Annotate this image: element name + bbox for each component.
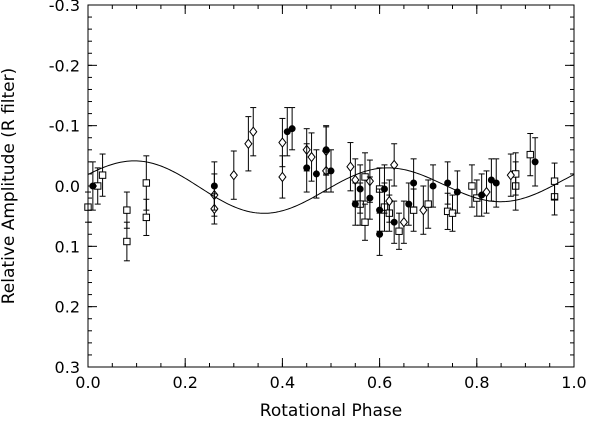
x-tick-label: 0.6 (367, 373, 392, 392)
y-tick-label: 0.1 (55, 237, 80, 256)
circle-marker (405, 200, 413, 208)
diamond-marker (385, 195, 394, 207)
circle-marker (492, 179, 500, 187)
circle-marker (487, 176, 495, 184)
circle-marker (531, 158, 539, 166)
circle-marker (429, 182, 437, 190)
square-marker (409, 206, 418, 214)
circle-marker (312, 170, 320, 178)
circle-marker (283, 128, 291, 136)
circle-marker (376, 206, 384, 214)
square-marker (395, 227, 403, 235)
diamond-marker (249, 126, 258, 138)
y-tick-label: 0.3 (55, 358, 80, 377)
diamond-marker (278, 137, 287, 148)
fit-curve (87, 160, 575, 214)
y-tick-label: -0.2 (49, 56, 80, 75)
square-marker (424, 200, 432, 208)
x-axis-label: Rotational Phase (260, 401, 402, 421)
diamond-marker (278, 171, 287, 183)
square-marker (468, 182, 476, 190)
square-marker (142, 213, 151, 222)
diamond-marker (346, 161, 355, 173)
square-marker (98, 171, 107, 179)
circle-marker (210, 182, 218, 190)
x-tick-label: 0.0 (75, 373, 100, 392)
x-tick-label: 0.8 (464, 373, 489, 392)
y-axis-label: Relative Amplitude (R filter) (0, 68, 19, 305)
x-tick-label: 0.4 (270, 373, 295, 392)
circle-marker (356, 185, 364, 193)
circle-marker (327, 167, 335, 175)
circle-marker (288, 125, 296, 133)
square-marker (123, 206, 131, 214)
diamond-marker (229, 169, 238, 181)
circle-marker (366, 194, 374, 202)
diamond-marker (419, 204, 428, 216)
circle-marker (376, 230, 384, 238)
diamond-marker (307, 151, 316, 163)
axes-layer: 0.0 0.2 0.4 0.6 0.8 1.0 0.3 0.2 0.1 0.0 -0.1 -0.2 -0… (49, 0, 587, 392)
y-tick-label: -0.1 (49, 117, 80, 136)
circle-marker (390, 218, 398, 226)
diamond-marker (390, 159, 399, 171)
square-marker (142, 179, 151, 187)
square-marker (361, 218, 369, 226)
diamond-marker (244, 138, 253, 150)
circle-marker (410, 179, 418, 187)
circle-marker (380, 185, 388, 193)
diamond-marker (399, 216, 409, 228)
circle-marker (303, 164, 311, 172)
x-tick-label: 1.0 (561, 373, 586, 392)
data-layer (84, 107, 559, 262)
y-tick-label: 0.0 (55, 177, 80, 196)
circle-marker (478, 191, 486, 199)
diamond-marker (506, 169, 515, 181)
square-marker (123, 237, 131, 246)
y-tick-label: -0.3 (49, 0, 80, 15)
circle-marker (351, 200, 359, 208)
x-tick-label: 0.2 (172, 373, 197, 392)
y-tick-label: 0.2 (55, 298, 80, 317)
square-marker (526, 150, 534, 159)
